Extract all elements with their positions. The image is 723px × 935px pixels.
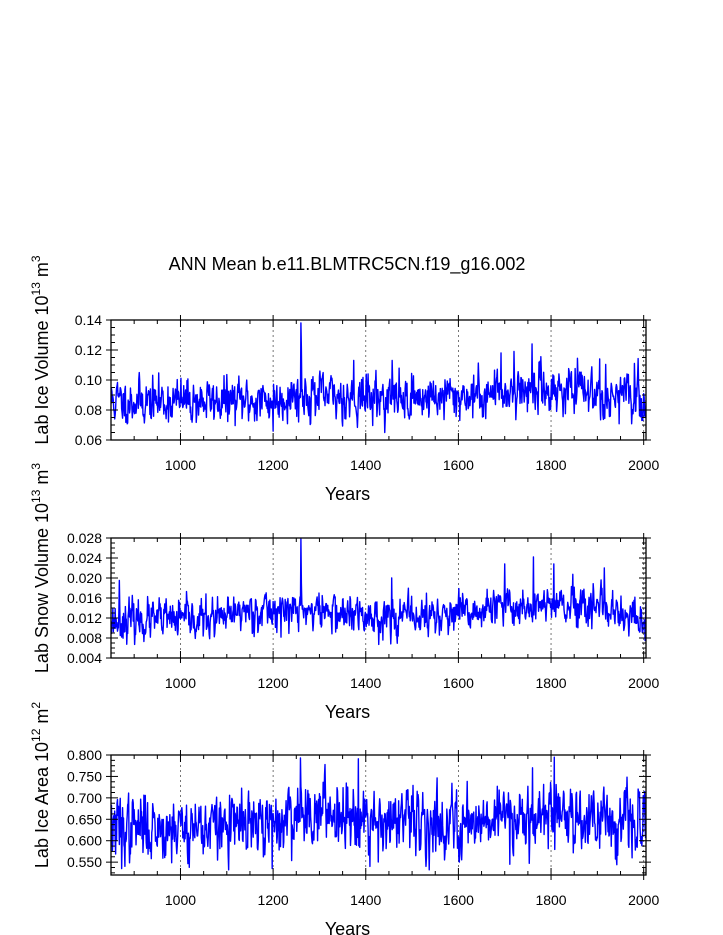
x-tick-label-1800: 1800 <box>535 457 566 473</box>
y-axis-label-main: Lab Snow Volume 10 <box>32 503 52 673</box>
x-tick-label-1400: 1400 <box>350 457 381 473</box>
y-axis-label-snow-volume: Lab Snow Volume 1013 m3 <box>29 463 52 673</box>
y-tick-label-0.08: 0.08 <box>75 402 102 418</box>
panels: 1000 1200 1400 1600 1800 2000 0.06 0.08 0.10 0.12… <box>29 255 659 935</box>
y-axis-label-unit-exponent: 2 <box>29 702 43 709</box>
y-tick-label-0.004: 0.004 <box>67 650 102 666</box>
y-axis-label-unit-exponent: 3 <box>29 463 43 470</box>
x-axis-label-ice-area: Years <box>325 919 370 935</box>
series-line-snow-volume <box>111 538 646 646</box>
y-tick-label-0.024: 0.024 <box>67 550 102 566</box>
series-line-ice-volume <box>111 322 646 434</box>
x-tick-label-1600: 1600 <box>443 675 474 691</box>
y-axis-label-exponent: 13 <box>29 489 43 503</box>
x-tick-label-1200: 1200 <box>258 457 289 473</box>
x-tick-label-1600: 1600 <box>443 457 474 473</box>
x-tick-label-1400: 1400 <box>350 675 381 691</box>
y-axis-label-unit: m <box>32 470 52 490</box>
y-tick-label-0.016: 0.016 <box>67 590 102 606</box>
y-axis-label-unit: m <box>32 262 52 282</box>
y-tick-label-0.06: 0.06 <box>75 432 102 448</box>
x-tick-label-1400: 1400 <box>350 892 381 908</box>
y-tick-label-0.012: 0.012 <box>67 610 102 626</box>
y-axis-label-exponent: 12 <box>29 728 43 742</box>
x-tick-label-1000: 1000 <box>165 675 196 691</box>
x-tick-label-2000: 2000 <box>628 675 659 691</box>
panel-ice-area: 1000 1200 1400 1600 1800 2000 0.550 0.600 0.650 0… <box>29 702 659 935</box>
plot-frame-ice-volume <box>110 319 647 441</box>
x-tick-label-2000: 2000 <box>628 892 659 908</box>
x-axis-label-ice-volume: Years <box>325 484 370 504</box>
x-tick-label-1800: 1800 <box>535 892 566 908</box>
y-axis-label-exponent: 13 <box>29 282 43 296</box>
y-axis-label-main: Lab Ice Area 10 <box>32 742 52 868</box>
y-tick-label-0.12: 0.12 <box>75 342 102 358</box>
y-tick-label-0.750: 0.750 <box>67 768 102 784</box>
plot-frame-ice-area <box>110 754 647 876</box>
y-axis-label-unit-exponent: 3 <box>29 255 43 262</box>
y-tick-label-0.550: 0.550 <box>67 854 102 870</box>
y-axis-label-ice-area: Lab Ice Area 1012 m2 <box>29 702 52 868</box>
x-tick-label-1000: 1000 <box>165 892 196 908</box>
x-tick-label-1800: 1800 <box>535 675 566 691</box>
figure-title: ANN Mean b.e11.BLMTRC5CN.f19_g16.002 <box>169 254 526 275</box>
panel-snow-volume: 1000 1200 1400 1600 1800 2000 0.004 0.008 0.012 0… <box>29 463 659 722</box>
y-tick-label-0.028: 0.028 <box>67 530 102 546</box>
x-tick-label-2000: 2000 <box>628 457 659 473</box>
y-axis-label-main: Lab Ice Volume 10 <box>32 295 52 444</box>
y-tick-label-0.600: 0.600 <box>67 833 102 849</box>
series-line-ice-area <box>111 756 646 871</box>
y-tick-label-0.800: 0.800 <box>67 747 102 763</box>
y-tick-label-0.700: 0.700 <box>67 790 102 806</box>
x-tick-label-1200: 1200 <box>258 675 289 691</box>
x-axis-label-snow-volume: Years <box>325 702 370 722</box>
y-tick-label-0.008: 0.008 <box>67 630 102 646</box>
y-tick-label-0.14: 0.14 <box>75 312 102 328</box>
panel-ice-volume: 1000 1200 1400 1600 1800 2000 0.06 0.08 0.10 0.12… <box>29 255 659 504</box>
x-tick-label-1000: 1000 <box>165 457 196 473</box>
y-tick-label-0.020: 0.020 <box>67 570 102 586</box>
y-axis-label-ice-volume: Lab Ice Volume 1013 m3 <box>29 255 52 444</box>
y-tick-label-0.10: 0.10 <box>75 372 102 388</box>
x-tick-label-1200: 1200 <box>258 892 289 908</box>
x-tick-label-1600: 1600 <box>443 892 474 908</box>
y-axis-label-unit: m <box>32 709 52 729</box>
y-tick-label-0.650: 0.650 <box>67 811 102 827</box>
